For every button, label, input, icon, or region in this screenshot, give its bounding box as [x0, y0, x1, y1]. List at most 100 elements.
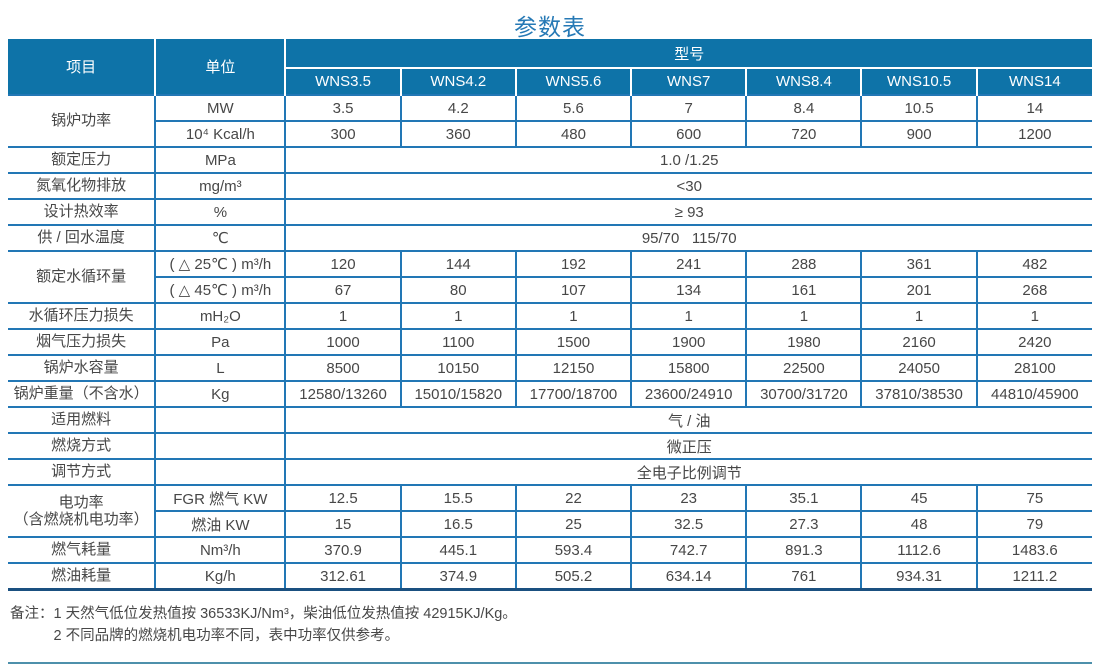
column-header-model-group: 型号: [284, 37, 1092, 68]
value-cell: 12580/13260: [284, 380, 402, 408]
value-cell: 75: [975, 484, 1092, 512]
value-cell: 374.9: [399, 562, 517, 591]
value-cell: 3.5: [284, 94, 402, 122]
value-cell: 934.31: [860, 562, 978, 591]
value-cell: 25: [514, 510, 633, 538]
value-cell: 480: [514, 120, 633, 148]
value-cell: 1100: [399, 328, 517, 356]
row-label: 适用燃料: [8, 406, 157, 434]
notes-label: 备注：: [10, 606, 54, 622]
value-cell: 900: [860, 120, 978, 148]
value-cell: 1500: [514, 328, 633, 356]
table-row: 调节方式 全电子比例调节: [8, 458, 1092, 486]
value-cell: 1: [630, 302, 748, 330]
unit-cell: MW: [154, 94, 287, 122]
value-cell: 1980: [745, 328, 863, 356]
page-title: 参数表: [514, 14, 586, 40]
value-cell: 144: [399, 250, 517, 278]
value-cell: 891.3: [745, 536, 863, 564]
header-row-group: 项目 单位 型号: [8, 37, 1092, 95]
row-label: 设计热效率: [8, 198, 157, 226]
table-row: 额定压力 MPa 1.0 /1.25: [8, 146, 1092, 174]
merged-value-cell: <30: [284, 172, 1092, 200]
value-cell: 2420: [975, 328, 1092, 356]
row-label: 额定压力: [8, 146, 157, 174]
unit-cell: 燃油 KW: [154, 510, 287, 538]
value-cell: 1000: [284, 328, 402, 356]
value-cell: 5.6: [514, 94, 633, 122]
column-header-unit: 单位: [154, 37, 287, 95]
table-row: 锅炉水容量 L 8500 10150 12150 15800 22500 24050 28100: [8, 354, 1092, 382]
merged-value-cell: 气 / 油: [284, 406, 1092, 434]
value-cell: 360: [399, 120, 517, 148]
table-row: 氮氧化物排放 mg/m³ <30: [8, 172, 1092, 200]
value-cell: 16.5: [399, 510, 517, 538]
value-cell: 4.2: [399, 94, 517, 122]
table-row: 燃气耗量 Nm³/h 370.9 445.1 593.4 742.7 891.3 1112.6…: [8, 536, 1092, 564]
row-label: 锅炉功率: [8, 94, 157, 148]
value-cell: 1900: [630, 328, 748, 356]
table-header: 项目 单位 型号 WNS3.5 WNS4.2 WNS5.6 WNS7 WNS8.…: [8, 37, 1092, 95]
value-cell: 1211.2: [975, 562, 1092, 591]
value-cell: 288: [745, 250, 863, 278]
value-cell: 505.2: [514, 562, 633, 591]
table-row: 燃油耗量 Kg/h 312.61 374.9 505.2 634.14 761 934.31 1…: [8, 562, 1092, 591]
unit-cell: ℃: [154, 224, 287, 252]
value-cell: 161: [745, 276, 863, 304]
value-cell: 48: [860, 510, 978, 538]
value-cell: 312.61: [284, 562, 402, 591]
unit-cell: mH₂O: [154, 302, 287, 330]
value-cell: 10150: [399, 354, 517, 382]
value-cell: 28100: [975, 354, 1092, 382]
value-cell: 14: [975, 94, 1092, 122]
value-cell: 23: [630, 484, 748, 512]
merged-value-cell: 95/70 115/70: [284, 224, 1092, 252]
note-item: 1 天然气低位发热值按 36533KJ/Nm³，柴油低位发热值按 42915KJ…: [53, 606, 517, 622]
unit-cell: Kg: [154, 380, 287, 408]
table-row: 供 / 回水温度 ℃ 95/70 115/70: [8, 224, 1092, 252]
value-cell: 445.1: [399, 536, 517, 564]
value-cell: 15010/15820: [399, 380, 517, 408]
value-cell: 720: [745, 120, 863, 148]
value-cell: 8.4: [745, 94, 863, 122]
value-cell: 370.9: [284, 536, 402, 564]
value-cell: 23600/24910: [630, 380, 748, 408]
value-cell: 35.1: [745, 484, 863, 512]
unit-cell: ( △ 45℃ ) m³/h: [154, 276, 287, 304]
value-cell: 1: [514, 302, 633, 330]
table-row: ( △ 45℃ ) m³/h 67 80 107 134 161 201 268: [8, 276, 1092, 304]
value-cell: 45: [860, 484, 978, 512]
table-body: 锅炉功率 MW 3.5 4.2 5.6 7 8.4 10.5 14 10⁴ Kcal/h 300 36…: [8, 94, 1092, 591]
value-cell: 1: [284, 302, 402, 330]
row-label: 烟气压力损失: [8, 328, 157, 356]
table-row: 锅炉功率 MW 3.5 4.2 5.6 7 8.4 10.5 14: [8, 94, 1092, 148]
value-cell: 22: [514, 484, 633, 512]
column-header-model: WNS5.6: [514, 67, 633, 95]
parameters-table: 项目 单位 型号 WNS3.5 WNS4.2 WNS5.6 WNS7 WNS8.…: [8, 37, 1092, 591]
value-cell: 107: [514, 276, 633, 304]
value-cell: 12150: [514, 354, 633, 382]
value-cell: 27.3: [745, 510, 863, 538]
value-cell: 22500: [745, 354, 863, 382]
value-cell: 15800: [630, 354, 748, 382]
value-cell: 24050: [860, 354, 978, 382]
value-cell: 742.7: [630, 536, 748, 564]
merged-value-cell: 全电子比例调节: [284, 458, 1092, 486]
unit-cell: mg/m³: [154, 172, 287, 200]
column-header-model: WNS4.2: [399, 67, 517, 95]
unit-cell: Nm³/h: [154, 536, 287, 564]
value-cell: 2160: [860, 328, 978, 356]
column-header-item: 项目: [8, 37, 157, 95]
notes-items: 1 天然气低位发热值按 36533KJ/Nm³，柴油低位发热值按 42915KJ…: [54, 603, 517, 648]
value-cell: 1: [399, 302, 517, 330]
unit-cell: [154, 458, 287, 486]
row-label: 水循环压力损失: [8, 302, 157, 330]
notes: 备注： 1 天然气低位发热值按 36533KJ/Nm³，柴油低位发热值按 429…: [10, 603, 1092, 648]
unit-cell: 10⁴ Kcal/h: [154, 120, 287, 148]
column-header-model: WNS14: [975, 67, 1092, 95]
unit-cell: [154, 432, 287, 460]
value-cell: 300: [284, 120, 402, 148]
note-item: 2 不同品牌的燃烧机电功率不同，表中功率仅供参考。: [53, 628, 400, 645]
value-cell: 37810/38530: [860, 380, 978, 408]
value-cell: 134: [630, 276, 748, 304]
